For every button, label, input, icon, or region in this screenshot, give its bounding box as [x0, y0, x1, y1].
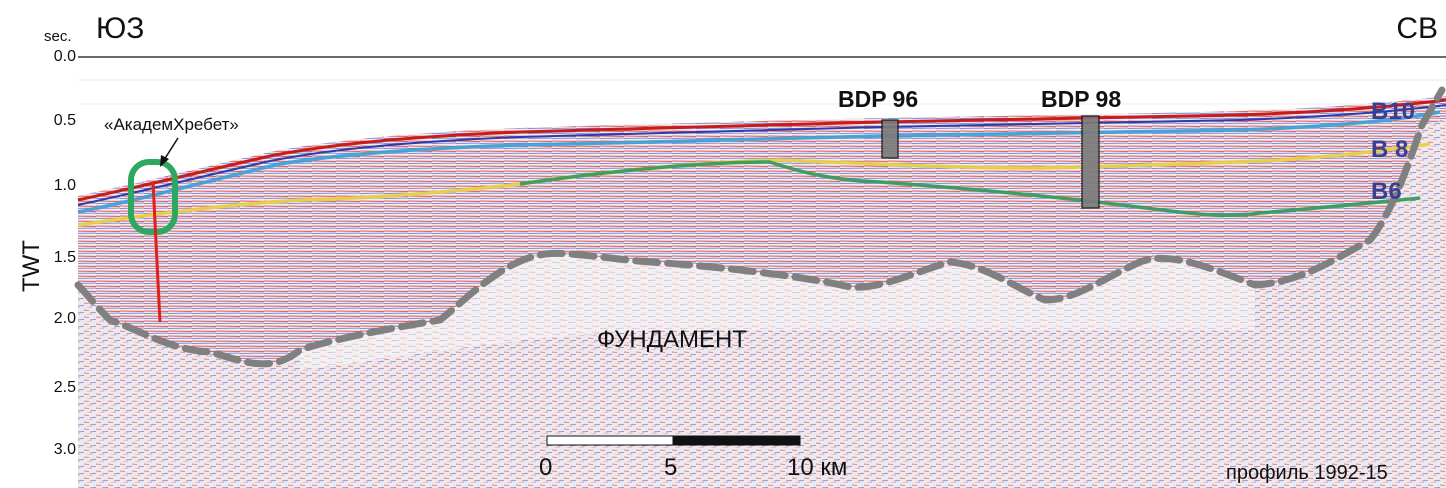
well-bdp96-label: BDP 96: [838, 86, 919, 112]
tick-label: 0.5: [53, 112, 76, 129]
basement-pale-zone: [300, 253, 1255, 370]
horizon-b8-label: B 8: [1371, 136, 1409, 163]
scale-bar-white-segment: [546, 435, 674, 446]
well-bdp98-column: [1081, 115, 1100, 209]
seafloor-reflector: [77, 98, 1446, 202]
ridge-label: «АкадемХребет»: [104, 115, 239, 134]
scale-label-0: 0: [539, 454, 553, 481]
ridge-pointer-arrow: [163, 137, 179, 161]
direction-right-label: СВ: [1396, 12, 1438, 45]
sediment-layers: [78, 96, 1446, 364]
profile-label: профиль 1992-15: [1226, 462, 1388, 484]
basement-label: ФУНДАМЕНТ: [597, 326, 747, 353]
tick-label: 3.0: [53, 441, 76, 458]
horizon-b10-line: [77, 110, 1441, 214]
tick-label: 1.0: [53, 177, 76, 194]
tick-label: 2.5: [53, 379, 76, 396]
horizon-b8-line: [77, 142, 1431, 227]
unit-label: sec.: [44, 28, 72, 45]
scale-bar-black-segment: [672, 435, 801, 446]
scale-label-5: 5: [664, 454, 678, 481]
tick-label: 1.5: [53, 249, 76, 266]
direction-left-label: ЮЗ: [96, 12, 145, 45]
tick-label: 2.0: [53, 310, 76, 327]
basement-line: [74, 86, 1446, 368]
well-bdp98-label: BDP 98: [1041, 86, 1122, 112]
horizon-b6-line: [519, 160, 1421, 218]
ridge-pointer-arrowhead: [160, 155, 169, 167]
ridge-outline: [128, 159, 178, 235]
scale-label-10: 10 км: [787, 454, 848, 481]
tick-label: 0.0: [53, 48, 76, 65]
horizon-b10-label: B10: [1371, 98, 1416, 125]
well-bdp96-column: [881, 119, 899, 159]
fault-line: [151, 181, 162, 323]
horizon-b6-label: B6: [1371, 178, 1402, 205]
seafloor-reflector-blue: [77, 104, 1446, 206]
